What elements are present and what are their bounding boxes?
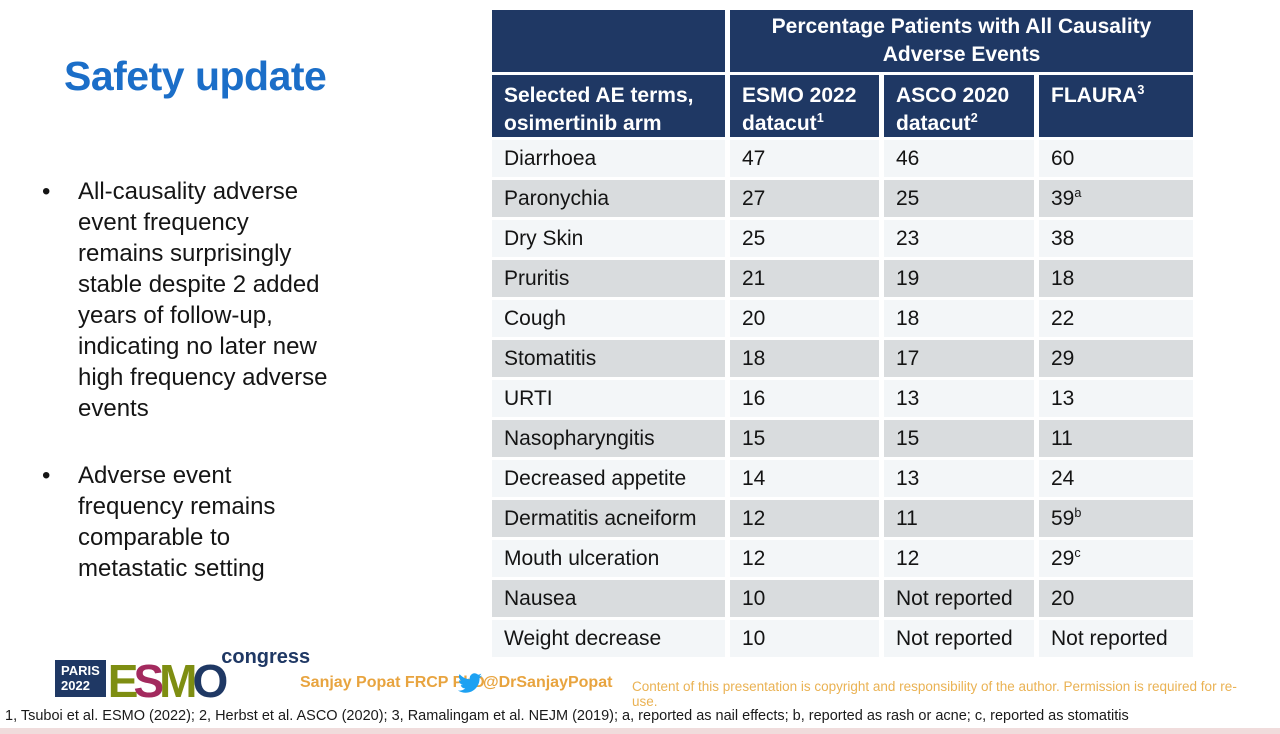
footnote-marker: c bbox=[1074, 545, 1081, 560]
ae-term-cell: Cough bbox=[492, 300, 725, 338]
footnote-marker: a bbox=[1074, 185, 1082, 200]
author-credit: Sanjay Popat FRCP PhD bbox=[300, 674, 485, 691]
ae-value-cell: 14 bbox=[730, 460, 879, 498]
ae-value-cell: 20 bbox=[730, 300, 879, 338]
ae-value-cell: 39a bbox=[1039, 180, 1193, 218]
table-row: Cough 20 18 22 bbox=[492, 300, 1193, 338]
ae-term-cell: Dry Skin bbox=[492, 220, 725, 258]
ae-value-cell: 15 bbox=[730, 420, 879, 458]
ae-value-cell: 17 bbox=[884, 340, 1034, 378]
bottom-strip bbox=[0, 728, 1280, 734]
table-row: Nausea 10 Not reported 20 bbox=[492, 580, 1193, 618]
table-row: Diarrhoea 47 46 60 bbox=[492, 140, 1193, 178]
column-header-label: FLAURA bbox=[1051, 84, 1138, 107]
ae-table-body: Diarrhoea 47 46 60 Paronychia 27 25 39a Dry Skin… bbox=[492, 140, 1193, 658]
twitter-icon bbox=[458, 671, 482, 695]
ae-term-cell: Nasopharyngitis bbox=[492, 420, 725, 458]
bullet-list: All-causality adverse event frequency re… bbox=[40, 176, 340, 584]
ae-term-cell: Stomatitis bbox=[492, 340, 725, 378]
ae-value-cell: 11 bbox=[1039, 420, 1193, 458]
ae-term-cell: URTI bbox=[492, 380, 725, 418]
ae-value-cell: 10 bbox=[730, 580, 879, 618]
table-row: Weight decrease 10 Not reported Not reporte… bbox=[492, 620, 1193, 658]
column-header-label: Selected AE terms, osimertinib arm bbox=[504, 84, 694, 135]
column-header-label: ESMO 2022 datacut bbox=[742, 84, 857, 135]
column-header-ae-terms: Selected AE terms, osimertinib arm bbox=[492, 75, 725, 138]
column-header-flaura: FLAURA3 bbox=[1039, 75, 1193, 138]
ae-value-cell: 12 bbox=[730, 500, 879, 538]
ae-value-cell: 20 bbox=[1039, 580, 1193, 618]
congress-label: congress bbox=[221, 646, 311, 668]
ae-value-cell: 47 bbox=[730, 140, 879, 178]
table-row: Paronychia 27 25 39a bbox=[492, 180, 1193, 218]
empty-header-cell bbox=[492, 10, 725, 72]
event-city: PARIS bbox=[61, 663, 100, 679]
ae-value-cell: 46 bbox=[884, 140, 1034, 178]
ae-value-cell: 25 bbox=[884, 180, 1034, 218]
table-row: Dermatitis acneiform 12 11 59b bbox=[492, 500, 1193, 538]
ae-value-cell: 22 bbox=[1039, 300, 1193, 338]
ae-value-cell: 15 bbox=[884, 420, 1034, 458]
bullet-item: Adverse event frequency remains comparab… bbox=[40, 460, 340, 584]
event-year: 2022 bbox=[61, 678, 90, 694]
ae-value-cell: 16 bbox=[730, 380, 879, 418]
ae-term-cell: Diarrhoea bbox=[492, 140, 725, 178]
table-row: URTI 16 13 13 bbox=[492, 380, 1193, 418]
ae-value-cell: 59b bbox=[1039, 500, 1193, 538]
ae-value-cell: 24 bbox=[1039, 460, 1193, 498]
ae-value-cell: 21 bbox=[730, 260, 879, 298]
twitter-block: @DrSanjayPopat bbox=[458, 671, 612, 695]
ae-value-cell: 12 bbox=[730, 540, 879, 578]
ae-value-cell: 29 bbox=[1039, 340, 1193, 378]
table-row: Nasopharyngitis 15 15 11 bbox=[492, 420, 1193, 458]
footnote-marker: b bbox=[1074, 505, 1082, 520]
ae-value-cell: 11 bbox=[884, 500, 1034, 538]
ae-value-cell: 27 bbox=[730, 180, 879, 218]
ae-value-cell: 25 bbox=[730, 220, 879, 258]
ae-value-cell: 10 bbox=[730, 620, 879, 658]
ae-value-cell: 29c bbox=[1039, 540, 1193, 578]
esmo-congress-logo: PARIS 2022 ESMO congress bbox=[55, 646, 310, 707]
ae-term-cell: Weight decrease bbox=[492, 620, 725, 658]
table-header-row-merged: Percentage Patients with All Causality A… bbox=[492, 10, 1193, 72]
ae-value-cell: 18 bbox=[730, 340, 879, 378]
ae-value-cell: Not reported bbox=[1039, 620, 1193, 658]
twitter-handle: @DrSanjayPopat bbox=[483, 674, 613, 691]
table-header-row-columns: Selected AE terms, osimertinib arm ESMO … bbox=[492, 75, 1193, 138]
column-header-asco-2020: ASCO 2020 datacut2 bbox=[884, 75, 1034, 138]
ae-value-cell: 18 bbox=[1039, 260, 1193, 298]
ae-term-cell: Paronychia bbox=[492, 180, 725, 218]
ae-term-cell: Nausea bbox=[492, 580, 725, 618]
ae-value-cell: 19 bbox=[884, 260, 1034, 298]
ae-value-cell: 60 bbox=[1039, 140, 1193, 178]
ae-value-cell: 13 bbox=[884, 380, 1034, 418]
table-row: Dry Skin 25 23 38 bbox=[492, 220, 1193, 258]
esmo-wordmark: ESMO bbox=[107, 654, 228, 707]
column-header-label: ASCO 2020 datacut bbox=[896, 84, 1010, 135]
adverse-events-table: Percentage Patients with All Causality A… bbox=[487, 7, 1198, 660]
bullet-item: All-causality adverse event frequency re… bbox=[40, 176, 340, 424]
footnote: 1, Tsuboi et al. ESMO (2022); 2, Herbst … bbox=[5, 708, 1129, 724]
ae-value-cell: 13 bbox=[884, 460, 1034, 498]
paris-2022-badge: PARIS 2022 bbox=[55, 660, 106, 697]
ae-value-cell: Not reported bbox=[884, 620, 1034, 658]
ae-term-cell: Decreased appetite bbox=[492, 460, 725, 498]
column-header-esmo-2022: ESMO 2022 datacut1 bbox=[730, 75, 879, 138]
ae-value-cell: 12 bbox=[884, 540, 1034, 578]
ae-value-cell: Not reported bbox=[884, 580, 1034, 618]
ae-term-cell: Mouth ulceration bbox=[492, 540, 725, 578]
table-row: Decreased appetite 14 13 24 bbox=[492, 460, 1193, 498]
table-row: Stomatitis 18 17 29 bbox=[492, 340, 1193, 378]
copyright-notice: Content of this presentation is copyrigh… bbox=[632, 679, 1237, 709]
ae-value-cell: 38 bbox=[1039, 220, 1193, 258]
table-row: Pruritis 21 19 18 bbox=[492, 260, 1193, 298]
ae-term-cell: Pruritis bbox=[492, 260, 725, 298]
ae-value-cell: 18 bbox=[884, 300, 1034, 338]
ae-value-cell: 23 bbox=[884, 220, 1034, 258]
table-row: Mouth ulceration 12 12 29c bbox=[492, 540, 1193, 578]
page-title: Safety update bbox=[64, 53, 327, 99]
ae-value-cell: 13 bbox=[1039, 380, 1193, 418]
merged-header-cell: Percentage Patients with All Causality A… bbox=[730, 10, 1193, 72]
ae-term-cell: Dermatitis acneiform bbox=[492, 500, 725, 538]
